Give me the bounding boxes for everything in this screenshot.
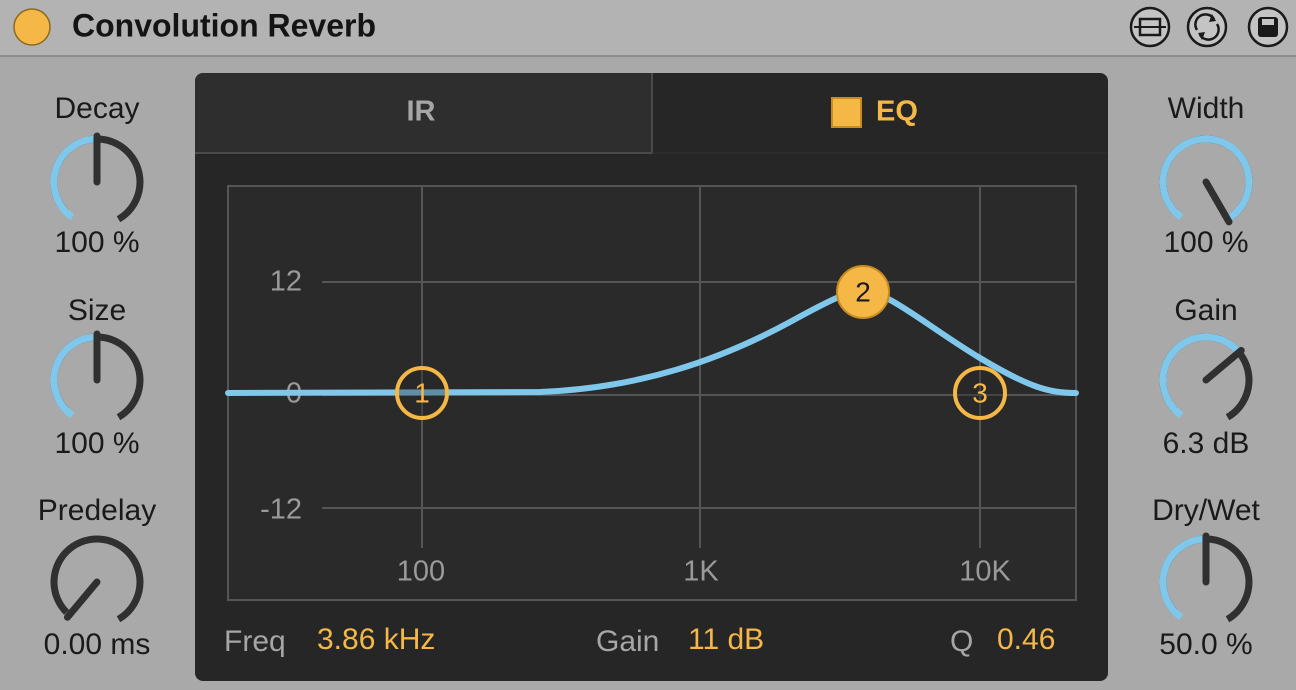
- y-axis-label: -12: [260, 494, 302, 526]
- power-button[interactable]: [13, 8, 51, 46]
- device-title: Convolution Reverb: [72, 7, 376, 43]
- eq-band-label: 1: [414, 377, 430, 408]
- control-value: 100 %: [54, 427, 139, 460]
- eq-band-node[interactable]: [836, 265, 890, 319]
- readout-value[interactable]: 11 dB: [688, 623, 764, 656]
- control-label: Predelay: [38, 494, 156, 527]
- readout-label: Gain: [596, 625, 659, 658]
- readout-label: Freq: [224, 625, 286, 658]
- knob-value-arc: [1159, 135, 1253, 223]
- eq-band-label: 2: [855, 276, 871, 307]
- knobs: [50, 132, 1253, 623]
- eq-band-node[interactable]: [395, 366, 449, 420]
- knob[interactable]: [50, 132, 144, 223]
- control-value: 0.00 ms: [44, 628, 151, 661]
- knob-needle: [63, 578, 101, 621]
- eq-band-label: 3: [972, 377, 988, 408]
- tab-label[interactable]: IR: [407, 96, 436, 128]
- x-axis-label: 1K: [683, 556, 719, 588]
- knob-track: [50, 535, 144, 623]
- control-value: 6.3 dB: [1163, 427, 1250, 460]
- ir-tab[interactable]: [195, 73, 652, 153]
- control-value: 100 %: [54, 226, 139, 259]
- knob-needle: [1202, 346, 1245, 384]
- eq-band-node[interactable]: [953, 366, 1007, 420]
- knob[interactable]: [1159, 135, 1253, 226]
- knob-value-arc: [50, 333, 98, 419]
- control-label: Gain: [1174, 294, 1237, 327]
- eq-toggle[interactable]: [831, 97, 862, 128]
- reset-icon[interactable]: [1186, 6, 1228, 48]
- x-axis-label: 100: [397, 556, 445, 588]
- header-bar: [0, 0, 1296, 56]
- control-label: Size: [68, 294, 126, 327]
- knob[interactable]: [1159, 333, 1253, 421]
- control-label: Decay: [54, 92, 139, 125]
- y-axis-label: 12: [270, 266, 302, 298]
- control-label: Dry/Wet: [1152, 494, 1260, 527]
- readout-label: Q: [950, 625, 973, 658]
- x-axis-label: 10K: [959, 556, 1011, 588]
- knob-value-arc: [1159, 535, 1207, 621]
- readout-value[interactable]: 3.86 kHz: [317, 623, 435, 656]
- knob[interactable]: [1159, 532, 1253, 623]
- knob-value-arc: [50, 135, 98, 221]
- control-value: 50.0 %: [1159, 628, 1252, 661]
- control-value: 100 %: [1163, 226, 1248, 259]
- readout-value[interactable]: 0.46: [997, 623, 1055, 656]
- tab-label[interactable]: EQ: [876, 96, 918, 128]
- knob-value-arc: [1159, 333, 1242, 419]
- control-label: Width: [1168, 92, 1245, 125]
- knob[interactable]: [50, 535, 144, 623]
- save-icon[interactable]: [1247, 6, 1289, 48]
- knob-needle: [1202, 178, 1233, 226]
- knob[interactable]: [50, 330, 144, 421]
- hotswap-icon[interactable]: [1129, 6, 1171, 48]
